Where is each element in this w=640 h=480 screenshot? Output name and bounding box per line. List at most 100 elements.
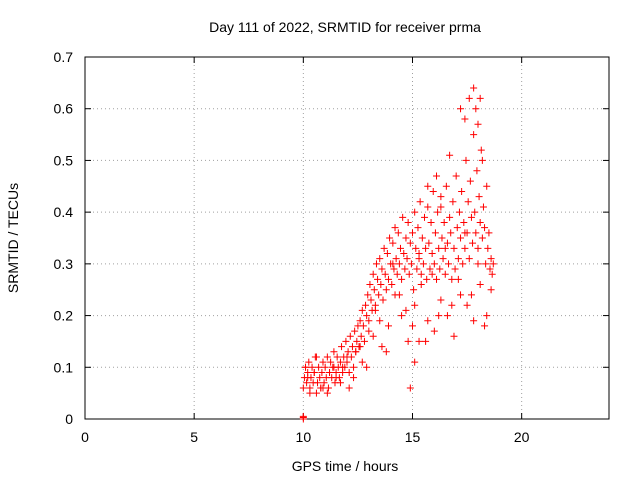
data-point [434,208,442,216]
data-point [473,167,481,175]
data-point [410,286,418,294]
data-point [479,203,487,211]
data-point [320,379,328,387]
data-point [323,353,331,361]
data-point [451,265,459,273]
data-point [321,363,329,371]
data-point [478,234,486,242]
data-point [465,94,473,102]
data-point [384,322,392,330]
data-point [457,105,465,113]
data-point [430,260,438,268]
y-tick-label: 0 [65,411,73,427]
data-point [422,337,430,345]
data-point [458,187,466,195]
data-point [448,301,456,309]
data-point [356,317,364,325]
data-point [350,374,358,382]
data-point [365,317,373,325]
plot-frame [84,56,610,420]
data-point [343,353,351,361]
data-point [388,281,396,289]
data-point [483,312,491,320]
y-tick-label: 0.5 [54,152,74,168]
data-point [358,306,366,314]
data-point [314,379,322,387]
data-point [403,255,411,263]
data-point [406,239,414,247]
data-point [379,296,387,304]
data-point [457,234,465,242]
grid-lines [85,57,609,419]
data-point [442,182,450,190]
data-point [362,301,370,309]
data-point [395,291,403,299]
data-point [360,337,368,345]
data-point [435,312,443,320]
data-point [411,208,419,216]
data-point [476,281,484,289]
data-point [338,343,346,351]
data-point [386,234,394,242]
data-point [446,151,454,159]
data-point [402,306,410,314]
data-point [437,203,445,211]
y-tick-label: 0.1 [54,359,74,375]
y-tick-label: 0.3 [54,256,74,272]
data-point [383,250,391,258]
data-point [390,265,398,273]
data-point [323,389,331,397]
data-point [481,224,489,232]
data-point [430,327,438,335]
x-tick-label: 5 [190,429,198,445]
data-point [363,363,371,371]
data-point [463,301,471,309]
data-point [416,198,424,206]
data-point [303,379,311,387]
data-point [393,270,401,278]
data-point [450,332,458,340]
data-point [423,275,431,283]
data-point [330,363,338,371]
data-point [472,105,480,113]
data-point [474,244,482,252]
data-point [454,255,462,263]
x-axis-label: GPS time / hours [292,458,399,474]
data-point [484,244,492,252]
data-point [359,322,367,330]
data-point [389,260,397,268]
data-point [483,182,491,190]
data-point [409,229,416,237]
data-point [405,270,413,278]
data-point [449,198,457,206]
data-point [308,363,316,371]
data-point [316,374,324,382]
data-point [446,213,454,221]
data-point [427,218,435,226]
data-point [339,363,347,371]
data-point [417,270,425,278]
data-point [345,368,353,376]
x-tick-label: 15 [405,429,421,445]
data-point [378,343,386,351]
plot-border [84,56,610,420]
data-point [478,156,486,164]
data-point [344,348,352,356]
data-point [464,198,472,206]
data-point [412,244,420,252]
data-point [356,343,364,351]
data-point [424,317,432,325]
data-point [445,260,453,268]
data-point [472,229,480,237]
data-point [448,275,456,283]
data-point [333,353,341,361]
data-point [454,275,462,283]
data-point [350,363,358,371]
data-point [391,224,399,232]
x-axis-ticks: 0 5 10 15 20 [81,57,530,445]
data-point [450,244,458,252]
data-point [437,296,445,304]
x-tick-label: 0 [81,429,89,445]
data-point [382,348,390,356]
